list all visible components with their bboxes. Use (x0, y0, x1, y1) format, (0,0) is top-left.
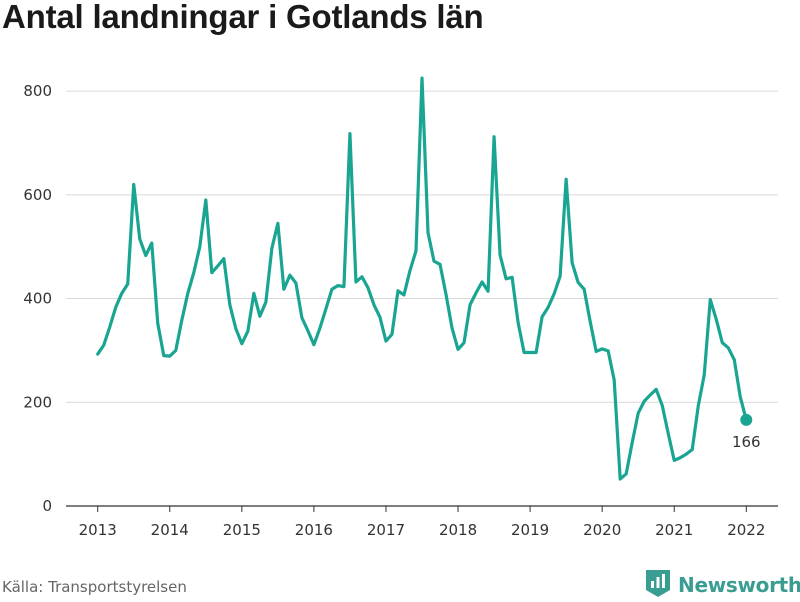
y-tick-label: 200 (23, 393, 52, 411)
brand-name: Newsworthy (678, 573, 800, 597)
y-tick-label: 800 (23, 82, 52, 100)
x-tick-label: 2013 (79, 521, 117, 539)
x-tick-label: 2016 (295, 521, 333, 539)
last-point-marker (740, 413, 753, 426)
x-tick-label: 2021 (655, 521, 693, 539)
x-axis-labels: 2013 2014 2015 2016 2017 2018 2019 2020 2021 2022 (79, 521, 766, 539)
x-tick-label: 2017 (367, 521, 405, 539)
x-tick-label: 2022 (727, 521, 765, 539)
x-tick-label: 2018 (439, 521, 477, 539)
grid-lines (66, 90, 778, 403)
y-tick-label: 600 (23, 186, 52, 204)
x-tick-label: 2014 (151, 521, 189, 539)
series-line (96, 76, 748, 481)
x-tick-label: 2020 (583, 521, 621, 539)
y-tick-label: 0 (42, 497, 52, 515)
x-tick-label: 2015 (223, 521, 261, 539)
brand-logo[interactable]: Newsworthy (644, 568, 800, 602)
annotation-layer: 166 (732, 413, 761, 451)
bar-chart-logo-icon (644, 568, 672, 602)
series-layer (96, 76, 748, 481)
y-tick-label: 400 (23, 290, 52, 308)
source-note: Källa: Transportstyrelsen (2, 578, 187, 596)
y-axis-labels: 0 200 400 600 800 (23, 82, 52, 515)
last-value-label: 166 (732, 433, 761, 451)
x-axis (66, 505, 778, 512)
chart-title: Antal landningar i Gotlands län (2, 0, 484, 35)
x-tick-label: 2019 (511, 521, 549, 539)
